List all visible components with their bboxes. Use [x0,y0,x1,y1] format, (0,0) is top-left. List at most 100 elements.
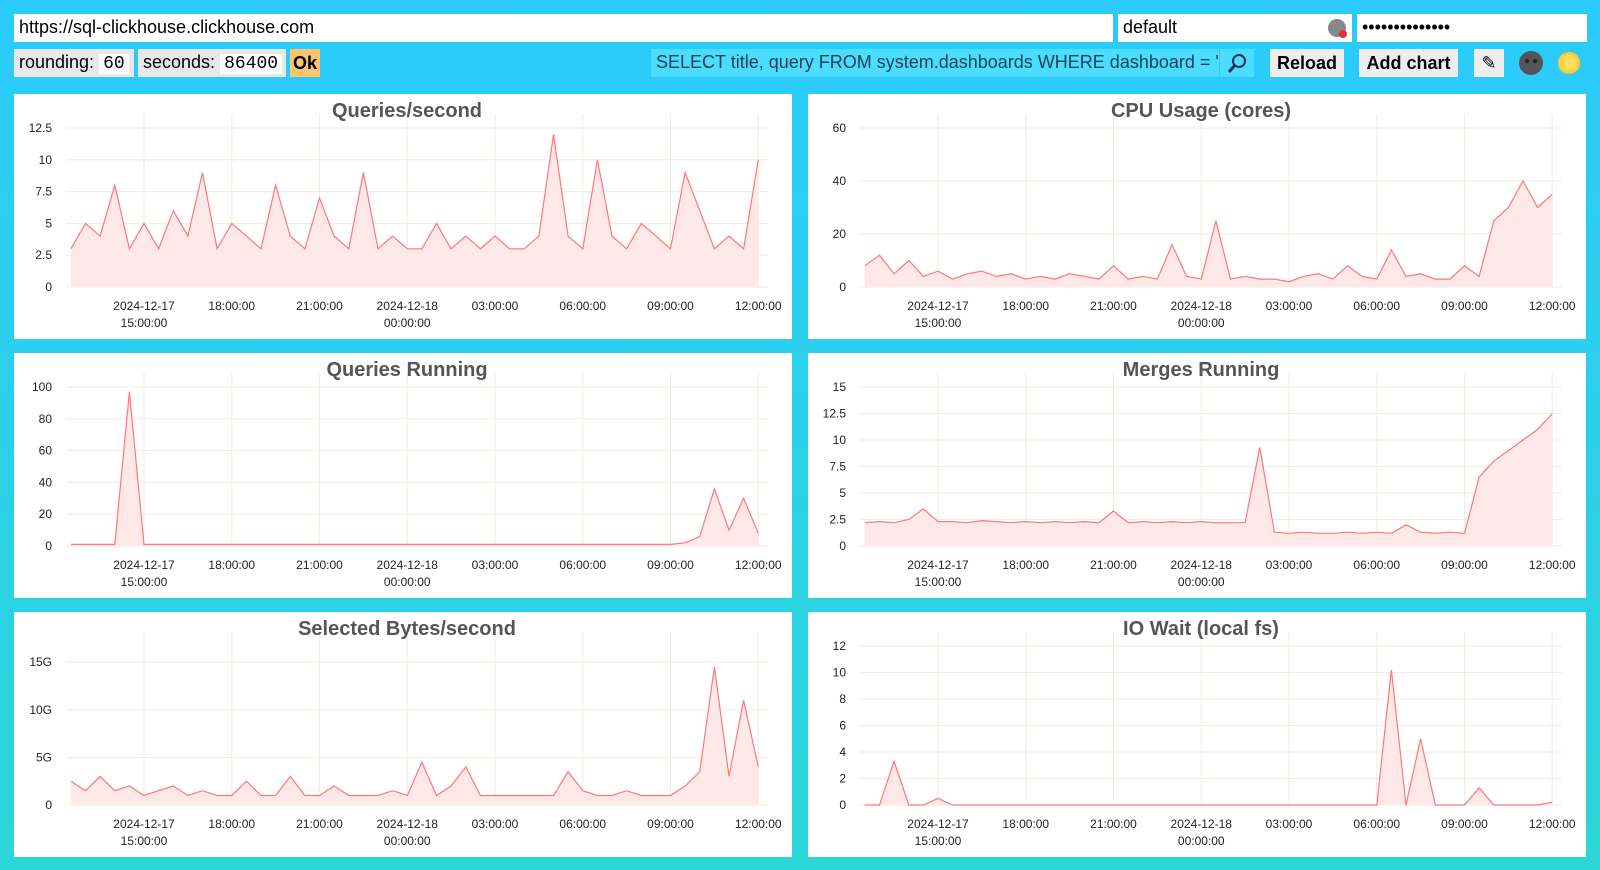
chart-panel: 0 5G 10G 15G 2024-12-17 15:00:00 18:00:00 21:00… [14,612,792,857]
y-tick-label: 12 [833,639,847,653]
x-tick-label: 18:00:00 [208,558,255,572]
chart: 0 20 40 60 2024-12-17 15:00:00 18:00:00 21:00:0… [833,100,1576,330]
x-tick-label: 15:00:00 [915,834,962,848]
x-tick-label: 2024-12-17 [907,558,969,572]
chart: 0 2.5 5 7.5 10 12.5 2024-12-17 15:00:00 18:00:00… [29,100,782,330]
password-input[interactable]: •••••••••••••• [1357,14,1587,42]
chart-panel: 0 2.5 5 7.5 10 12.5 15 2024-12-17 15:00:00 18:00:… [808,353,1586,598]
x-tick-label: 21:00:00 [1090,817,1137,831]
x-tick-label: 21:00:00 [1090,558,1137,572]
x-tick-label: 00:00:00 [1178,575,1225,589]
y-tick-label: 15G [29,655,52,669]
y-tick-label: 7.5 [35,185,52,199]
y-tick-label: 0 [45,280,52,294]
x-tick-label: 2024-12-18 [377,817,439,831]
chart-title: Merges Running [1123,359,1280,381]
x-tick-label: 03:00:00 [472,299,519,313]
x-tick-label: 2024-12-17 [113,558,175,572]
edit-button[interactable]: ✎ [1474,49,1504,77]
x-tick-label: 03:00:00 [472,558,519,572]
y-tick-label: 2 [839,772,846,786]
x-tick-label: 09:00:00 [647,558,694,572]
y-tick-label: 60 [39,444,53,458]
area-fill [864,181,1553,287]
y-tick-label: 0 [839,280,846,294]
y-tick-label: 10 [833,433,847,447]
x-tick-label: 15:00:00 [915,316,962,330]
x-tick-label: 2024-12-17 [907,817,969,831]
light-theme-button[interactable] [1555,49,1583,77]
x-tick-label: 21:00:00 [1090,299,1137,313]
x-tick-label: 2024-12-17 [113,299,175,313]
area-fill [70,134,759,287]
x-tick-label: 03:00:00 [1266,558,1313,572]
series-line [864,669,1553,806]
y-tick-label: 15 [833,380,847,394]
user-text: default [1123,17,1178,37]
chart-title: Queries/second [332,100,482,122]
x-tick-label: 2024-12-17 [907,299,969,313]
rounding-field[interactable]: rounding: 60 [14,49,134,77]
chart: 0 20 40 60 80 100 2024-12-17 15:00:00 18:00:00 21… [32,359,782,589]
x-tick-label: 06:00:00 [559,817,606,831]
seconds-field[interactable]: seconds: 86400 [138,49,286,77]
y-tick-label: 40 [833,174,847,188]
chart-panel: 0 20 40 60 2024-12-17 15:00:00 18:00:00 21:00:0… [808,94,1586,339]
chart: 0 5G 10G 15G 2024-12-17 15:00:00 18:00:00 21:00… [29,618,782,848]
x-tick-label: 2024-12-18 [1171,817,1233,831]
x-tick-label: 18:00:00 [208,299,255,313]
y-tick-label: 80 [39,412,53,426]
chart-panel: 0 2.5 5 7.5 10 12.5 2024-12-17 15:00:00 18:00:00… [14,94,792,339]
y-tick-label: 12.5 [823,407,847,421]
y-tick-label: 10G [29,703,52,717]
user-input[interactable]: default [1118,14,1352,42]
chart-title: Queries Running [326,359,487,381]
y-tick-label: 60 [833,121,847,135]
series-line [864,413,1553,534]
dark-theme-button[interactable] [1517,49,1545,77]
password-manager-icon[interactable] [1326,17,1348,39]
y-tick-label: 6 [839,719,846,733]
x-tick-label: 12:00:00 [735,558,782,572]
y-tick-label: 4 [839,745,846,759]
y-tick-label: 2.5 [829,513,846,527]
chart: 0 2.5 5 7.5 10 12.5 15 2024-12-17 15:00:00 18:00:… [823,359,1576,589]
y-tick-label: 10 [39,153,53,167]
x-tick-label: 18:00:00 [1002,299,1049,313]
seconds-value: 86400 [220,54,283,74]
chart-title: IO Wait (local fs) [1123,618,1279,640]
x-tick-label: 21:00:00 [296,817,343,831]
x-tick-label: 2024-12-18 [1171,558,1233,572]
chart-panel: 0 20 40 60 80 100 2024-12-17 15:00:00 18:00:00 21… [14,353,792,598]
chart-title: CPU Usage (cores) [1111,100,1291,122]
x-tick-label: 03:00:00 [472,817,519,831]
add-chart-button[interactable]: Add chart [1359,49,1458,77]
ok-button[interactable]: Ok [290,49,320,77]
rounding-label: rounding: [19,52,95,72]
x-tick-label: 09:00:00 [1441,817,1488,831]
search-button[interactable] [1220,49,1254,77]
x-tick-label: 00:00:00 [1178,316,1225,330]
x-tick-label: 06:00:00 [559,558,606,572]
x-tick-label: 09:00:00 [1441,299,1488,313]
area-fill [864,669,1553,805]
y-tick-label: 0 [839,539,846,553]
url-input[interactable]: https://sql-clickhouse.clickhouse.com [14,14,1113,42]
series-line [70,134,759,251]
y-tick-label: 0 [45,539,52,553]
x-tick-label: 15:00:00 [915,575,962,589]
reload-button[interactable]: Reload [1270,49,1344,77]
x-tick-label: 12:00:00 [1529,817,1576,831]
area-fill [70,666,759,805]
x-tick-label: 15:00:00 [121,575,168,589]
y-tick-label: 0 [45,798,52,812]
area-fill [864,413,1553,546]
series-line [70,666,759,797]
x-tick-label: 06:00:00 [1353,558,1400,572]
y-tick-label: 40 [39,475,53,489]
series-line [70,391,759,545]
y-tick-label: 20 [39,507,53,521]
query-input[interactable]: SELECT title, query FROM system.dashboar… [651,49,1219,77]
x-tick-label: 06:00:00 [1353,817,1400,831]
chart-title: Selected Bytes/second [298,618,516,640]
